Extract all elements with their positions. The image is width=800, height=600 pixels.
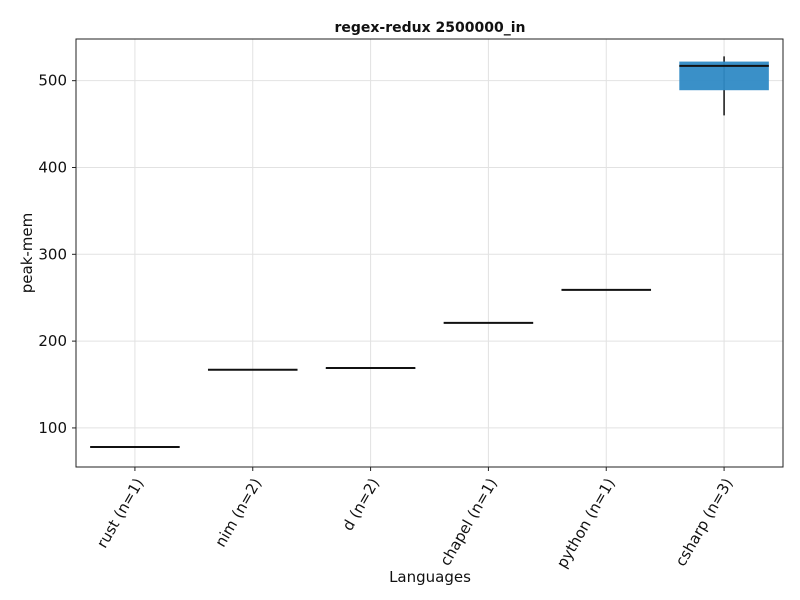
box-plot-marks <box>90 56 769 449</box>
y-axis-label: peak-mem <box>18 213 36 294</box>
plot-frame <box>75 38 784 468</box>
box-plot-group <box>679 56 769 116</box>
x-tick-label: rust (n=1) <box>93 475 147 551</box>
y-tick-label: 100 <box>38 419 67 437</box>
x-tick-label: chapel (n=1) <box>436 475 501 569</box>
y-tick-label: 400 <box>38 158 67 176</box>
box-plot-group <box>325 367 416 370</box>
grid-layer <box>76 39 783 467</box>
y-tick-label: 500 <box>38 72 67 90</box>
x-tick-label: python (n=1) <box>553 475 619 571</box>
x-axis: rust (n=1) nim (n=2) d (n=2) chapel (n=1) py… <box>93 467 737 571</box>
x-tick-label: csharp (n=3) <box>672 475 737 569</box>
x-tick-label: nim (n=2) <box>211 475 265 550</box>
y-axis: 100 200 300 400 500 <box>38 72 76 437</box>
chart-title: regex-redux 2500000_in <box>334 20 525 36</box>
y-tick-label: 200 <box>38 332 67 350</box>
x-tick-label: d (n=2) <box>339 475 383 534</box>
x-axis-label: Languages <box>389 568 471 586</box>
y-tick-label: 300 <box>38 245 67 263</box>
